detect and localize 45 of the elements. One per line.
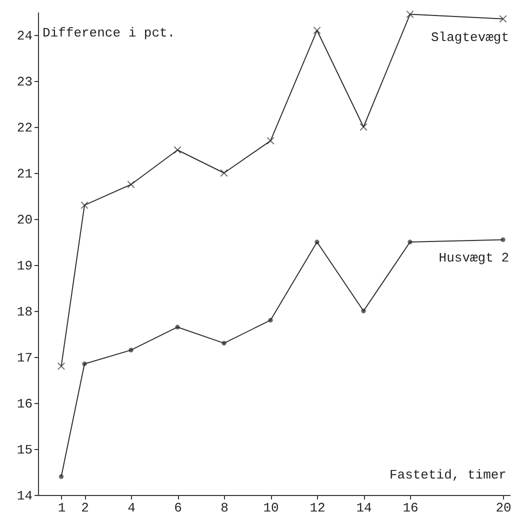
y-tick-label: 23 bbox=[16, 74, 32, 90]
y-tick-label: 14 bbox=[16, 488, 33, 504]
point bbox=[314, 240, 320, 244]
y-tick-label: 19 bbox=[16, 258, 32, 274]
point bbox=[175, 324, 180, 330]
point bbox=[406, 10, 414, 18]
point bbox=[266, 136, 274, 145]
x-tick-label: 8 bbox=[220, 500, 228, 516]
point bbox=[360, 123, 368, 131]
y-tick-label: 24 bbox=[16, 28, 33, 44]
point bbox=[222, 340, 226, 346]
point bbox=[313, 26, 321, 34]
series-label: Slagtevægt bbox=[431, 30, 510, 45]
y-tick-label: 15 bbox=[16, 442, 32, 458]
x-tick-label: 10 bbox=[263, 500, 279, 516]
x-tick-label: 1 bbox=[58, 500, 66, 516]
point bbox=[361, 308, 366, 314]
point bbox=[499, 15, 507, 23]
y-tick-label: 20 bbox=[16, 212, 32, 228]
x-tick-label: 6 bbox=[174, 500, 182, 516]
x-tick-label: 16 bbox=[402, 500, 418, 516]
point bbox=[408, 240, 412, 244]
point bbox=[220, 169, 228, 177]
x-tick-label: 14 bbox=[356, 500, 372, 516]
x-tick-label: 12 bbox=[310, 500, 326, 516]
y-tick-label: 16 bbox=[16, 396, 32, 412]
x-tick-label: 4 bbox=[128, 500, 136, 516]
y-tick-label: 17 bbox=[16, 350, 32, 366]
y-axis-title: Difference i pct. bbox=[42, 26, 176, 40]
y-tick-label: 22 bbox=[16, 120, 32, 136]
x-axis-title: Fastetid, timer bbox=[389, 468, 506, 482]
point bbox=[82, 362, 87, 366]
point bbox=[268, 318, 273, 323]
y-tick-label: 21 bbox=[16, 166, 33, 182]
x-tick-label: 2 bbox=[81, 500, 89, 516]
point bbox=[174, 146, 182, 154]
y-tick-label: 18 bbox=[16, 304, 32, 320]
x-tick-label: 20 bbox=[496, 500, 512, 516]
point bbox=[57, 362, 66, 370]
point bbox=[58, 474, 64, 479]
point bbox=[128, 348, 134, 352]
point bbox=[80, 201, 88, 210]
point bbox=[500, 237, 506, 242]
point bbox=[127, 180, 135, 188]
series-label: Husvægt 2 bbox=[438, 250, 510, 266]
